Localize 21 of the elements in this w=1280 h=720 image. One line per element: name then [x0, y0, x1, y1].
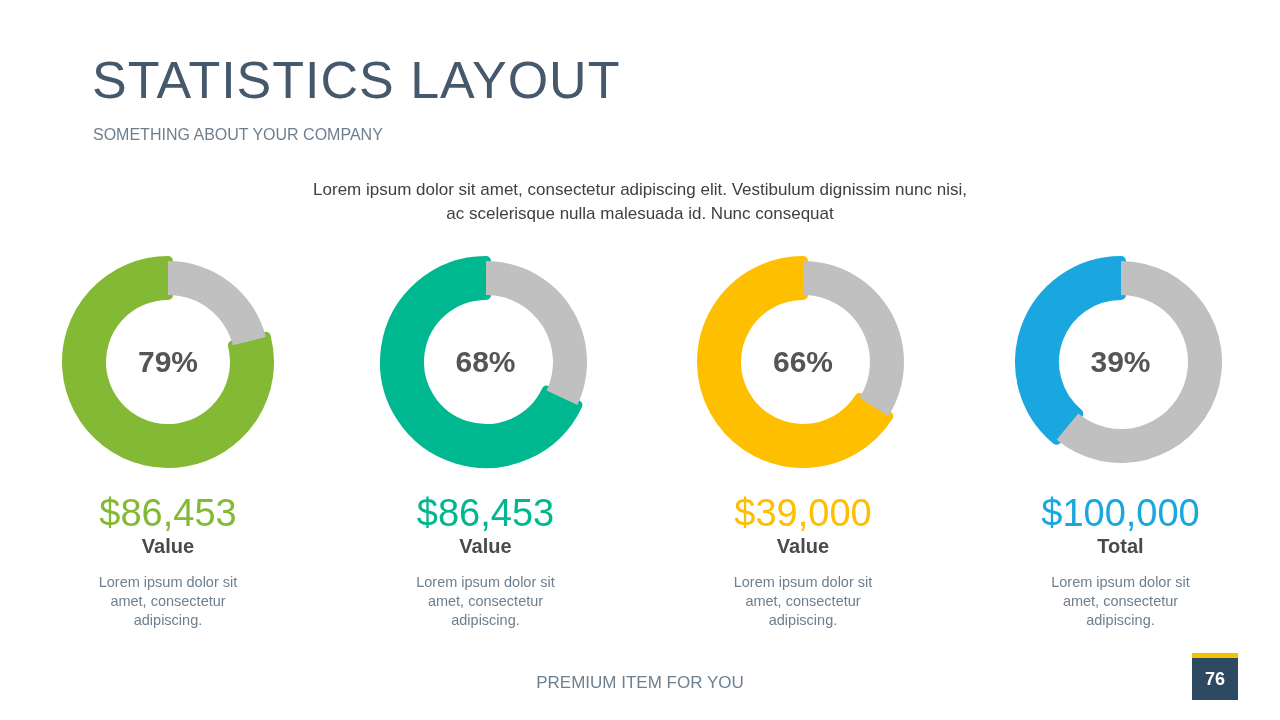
text: PREMIUM ITEM FOR YOU — [535, 673, 745, 693]
text: Lorem ipsum dolor sit amet, consectetur adipiscing elit. Vestibulum dignissim nunc nisi, ac scelerisque nulla malesuada id. Nunc consequat — [312, 179, 968, 225]
text: Lorem ipsum dolor sit amet, consectetur adipiscing. — [97, 573, 239, 630]
text: Total — [1096, 535, 1145, 558]
text: $100,000 — [1040, 492, 1201, 535]
text: 68% — [454, 344, 517, 380]
text: Value — [140, 535, 196, 558]
text: $86,453 — [98, 492, 238, 535]
text: $39,000 — [733, 492, 873, 535]
text: Lorem ipsum dolor sit amet, consectetur adipiscing. — [732, 573, 874, 630]
text: 79% — [136, 344, 199, 380]
text: 76 — [1192, 653, 1238, 700]
text: 39% — [1089, 344, 1152, 380]
text: Lorem ipsum dolor sit amet, consectetur adipiscing. — [1050, 573, 1191, 630]
text: 66% — [771, 344, 834, 380]
text: Value — [775, 535, 831, 558]
text: STATISTICS LAYOUT — [92, 50, 621, 110]
text: Value — [458, 535, 513, 558]
text: Lorem ipsum dolor sit amet, consectetur adipiscing. — [415, 573, 556, 630]
text: SOMETHING ABOUT YOUR COMPANY — [93, 126, 383, 144]
text: $86,453 — [415, 492, 556, 535]
